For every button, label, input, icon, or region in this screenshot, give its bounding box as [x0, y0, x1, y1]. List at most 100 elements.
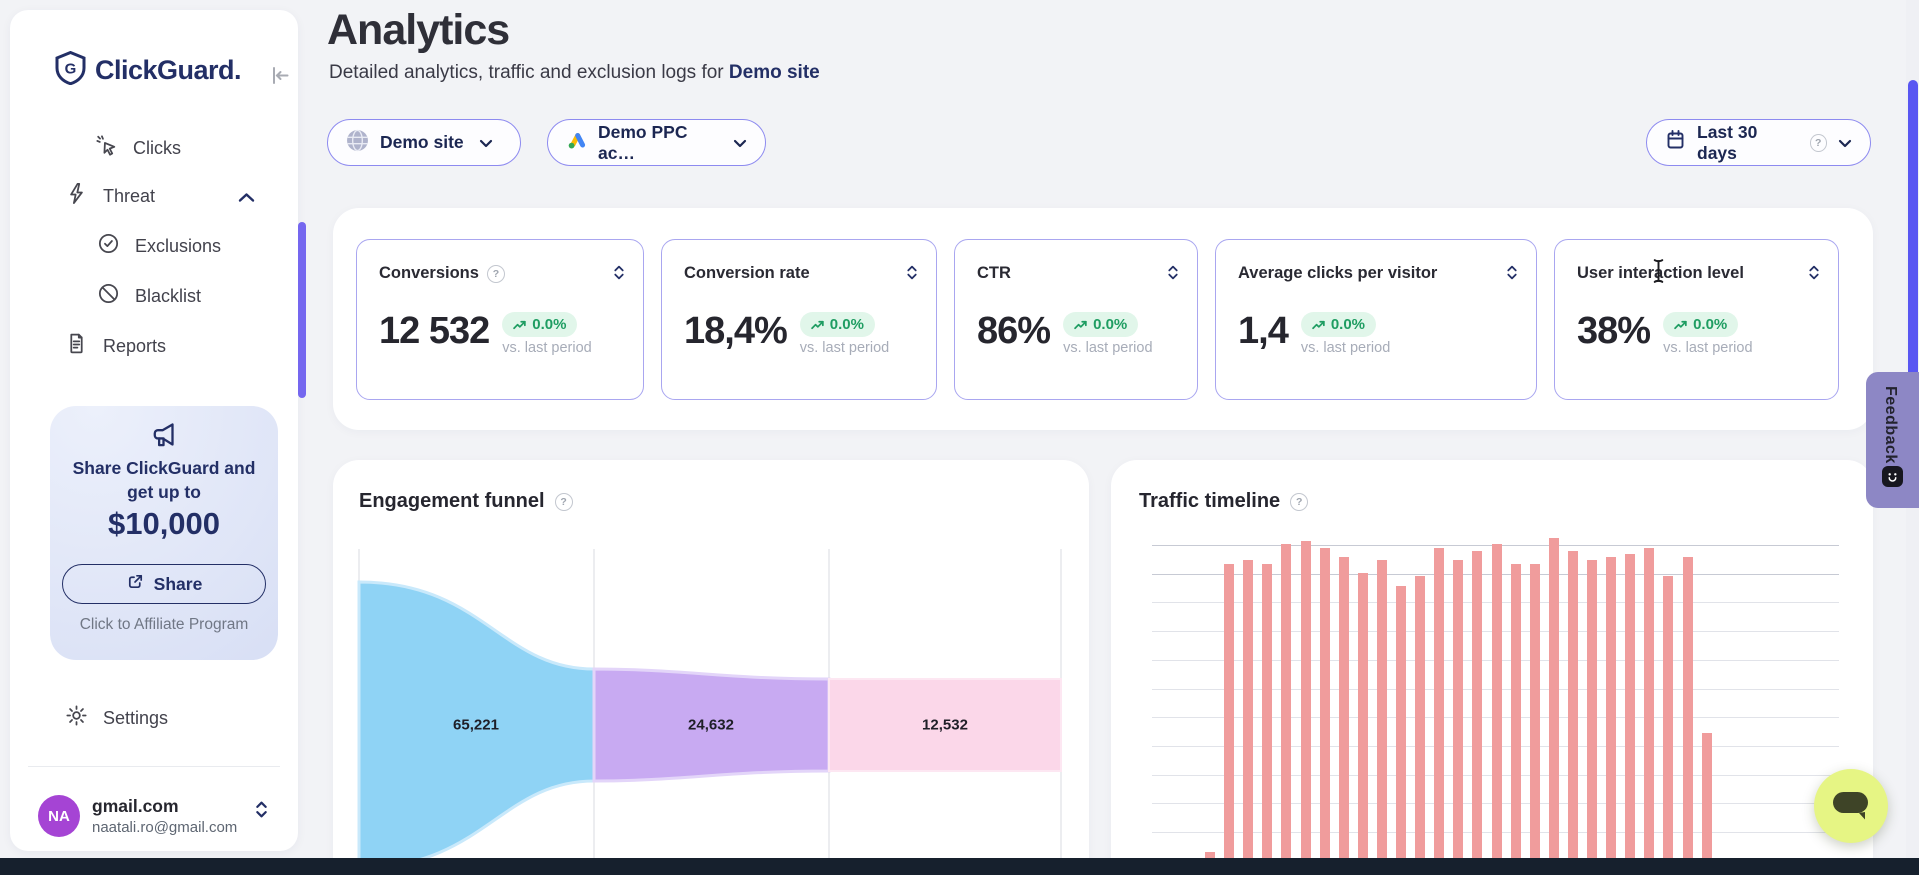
cursor-click-icon: [94, 133, 119, 163]
kpi-title: Conversions: [379, 264, 479, 282]
subtitle-text: Detailed analytics, traffic and exclusio…: [329, 62, 729, 83]
traffic-bar: [1281, 544, 1292, 875]
traffic-bar: [1491, 544, 1502, 875]
kpi-compare-label: vs. last period: [502, 340, 592, 356]
account-name: gmail.com: [92, 796, 179, 816]
kpi-title: Conversion rate: [684, 264, 810, 282]
promo-footnote: Click to Affiliate Program: [79, 616, 249, 633]
sidebar-collapse-button[interactable]: [262, 60, 296, 94]
kpi-change: 0.0%: [1330, 316, 1366, 333]
kpi-card-ctr: CTR 86% 0.0% vs. last period: [954, 239, 1198, 400]
kpi-change: 0.0%: [1693, 316, 1728, 333]
affiliate-promo-card[interactable]: Share ClickGuard and get up to $10,000 S…: [50, 406, 278, 660]
kpi-value: 86%: [977, 310, 1051, 352]
kpi-change: 0.0%: [532, 316, 567, 333]
share-button[interactable]: Share: [62, 564, 266, 604]
funnel-chart: [357, 549, 1062, 875]
external-link-icon: [126, 572, 145, 596]
google-ads-icon: [566, 130, 587, 155]
sidebar-item-settings[interactable]: Settings: [64, 698, 168, 738]
funnel-stage-3-shape: [828, 678, 1062, 772]
collapse-left-icon: [266, 67, 293, 92]
globe-icon: [346, 129, 369, 157]
date-range-label: Last 30 days: [1697, 121, 1758, 163]
help-icon[interactable]: ?: [1290, 492, 1309, 511]
page-title: Analytics: [327, 6, 510, 54]
traffic-bar: [1319, 547, 1330, 875]
kpi-change: 0.0%: [1093, 316, 1128, 333]
sidebar-item-threat[interactable]: Threat: [64, 176, 264, 216]
funnel-stage-2-value: 24,632: [688, 716, 734, 734]
kpi-title: Average clicks per visitor: [1238, 264, 1438, 282]
help-icon[interactable]: ?: [554, 492, 573, 511]
share-button-label: Share: [153, 573, 203, 594]
traffic-bar: [1548, 538, 1559, 875]
chevron-up-icon[interactable]: [238, 190, 255, 208]
trend-up-icon: [1074, 320, 1087, 329]
sidebar-item-label: Reports: [103, 335, 167, 356]
lightning-icon: [64, 181, 89, 211]
funnel-stage-1-value: 65,221: [453, 716, 499, 734]
feedback-smiley-icon: [1882, 466, 1903, 487]
engagement-funnel-card: Engagement funnel ? 65,221 24,632 12,532: [333, 460, 1089, 875]
sidebar-item-label: Exclusions: [135, 235, 222, 256]
date-range-dropdown[interactable]: Last 30 days ?: [1646, 119, 1871, 166]
traffic-bar: [1701, 733, 1712, 875]
site-filter-dropdown[interactable]: Demo site: [327, 119, 521, 166]
chevron-down-icon: [733, 132, 747, 153]
svg-text:G: G: [65, 60, 77, 77]
calendar-icon: [1665, 129, 1686, 156]
ppc-account-filter-dropdown[interactable]: Demo PPC ac…: [547, 119, 766, 166]
promo-text-line2: get up to: [127, 482, 201, 502]
chevron-up-down-icon[interactable]: [254, 799, 269, 825]
traffic-bar: [1606, 557, 1617, 875]
sidebar-item-blacklist[interactable]: Blacklist: [96, 276, 201, 316]
help-icon[interactable]: ?: [486, 264, 505, 283]
traffic-bar: [1587, 560, 1597, 875]
traffic-bar: [1529, 563, 1540, 875]
sidebar-item-reports[interactable]: Reports: [64, 326, 166, 366]
sort-icon[interactable]: [1506, 264, 1518, 286]
logo: G ClickGuard.: [55, 50, 242, 90]
trend-up-icon: [810, 320, 824, 329]
avatar-initials: NA: [48, 807, 70, 825]
kpi-compare-label: vs. last period: [1063, 340, 1153, 356]
subtitle-site-name: Demo site: [728, 62, 820, 83]
traffic-bar: [1415, 576, 1426, 875]
traffic-bar: [1262, 563, 1273, 875]
kpi-value: 12 532: [379, 310, 490, 352]
clickguard-shield-icon: G: [55, 50, 86, 90]
feedback-tab[interactable]: Feedback: [1866, 372, 1919, 508]
traffic-bar: [1682, 557, 1693, 875]
traffic-bar: [1300, 541, 1311, 875]
gear-icon: [64, 703, 89, 733]
trend-up-icon: [513, 320, 526, 329]
avatar: NA: [38, 795, 80, 837]
ban-icon: [96, 281, 121, 311]
kpi-change: 0.0%: [829, 316, 864, 333]
chat-widget-button[interactable]: [1814, 769, 1888, 843]
account-email: naatali.ro@gmail.com: [92, 819, 238, 836]
traffic-bar: [1338, 557, 1349, 875]
kpi-title: CTR: [977, 264, 1011, 282]
sort-icon[interactable]: [1167, 264, 1179, 286]
kpi-card-interaction-level: User interaction level 38% 0.0% vs. last…: [1554, 239, 1839, 400]
kpi-compare-label: vs. last period: [1663, 340, 1753, 356]
kpi-compare-label: vs. last period: [799, 340, 890, 356]
feedback-label: Feedback: [1882, 386, 1899, 464]
funnel-title: Engagement funnel: [359, 490, 545, 512]
page-subtitle: Detailed analytics, traffic and exclusio…: [329, 62, 820, 84]
kpi-title: User interaction level: [1577, 264, 1744, 282]
sort-icon[interactable]: [613, 264, 625, 286]
kpi-value: 1,4: [1238, 310, 1289, 352]
sort-icon[interactable]: [906, 264, 918, 286]
kpi-value: 38%: [1577, 310, 1651, 352]
sidebar-item-clicks[interactable]: Clicks: [94, 128, 181, 168]
traffic-bar: [1453, 560, 1464, 875]
sort-icon[interactable]: [1808, 264, 1820, 286]
trend-up-icon: [1312, 320, 1325, 329]
help-icon[interactable]: ?: [1809, 133, 1827, 152]
scrollbar-thumb[interactable]: [1908, 80, 1918, 447]
traffic-bar: [1434, 547, 1445, 875]
sidebar-item-exclusions[interactable]: Exclusions: [96, 226, 221, 266]
